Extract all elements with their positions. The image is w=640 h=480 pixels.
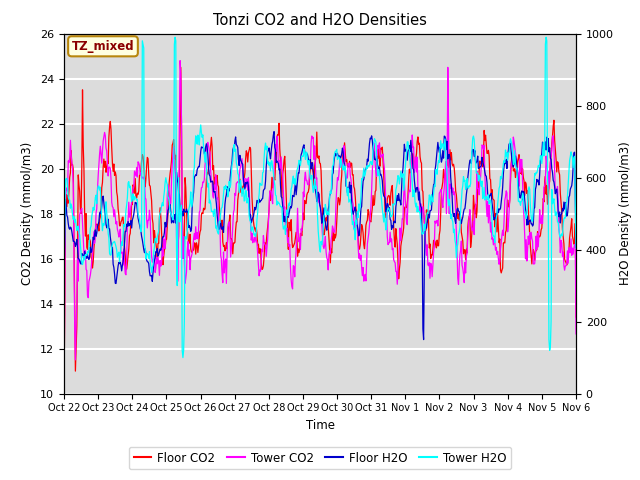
X-axis label: Time: Time	[305, 419, 335, 432]
Legend: Floor CO2, Tower CO2, Floor H2O, Tower H2O: Floor CO2, Tower CO2, Floor H2O, Tower H…	[129, 447, 511, 469]
Y-axis label: CO2 Density (mmol/m3): CO2 Density (mmol/m3)	[22, 142, 35, 285]
Y-axis label: H2O Density (mmol/m3): H2O Density (mmol/m3)	[620, 142, 632, 286]
Text: TZ_mixed: TZ_mixed	[72, 40, 134, 53]
Title: Tonzi CO2 and H2O Densities: Tonzi CO2 and H2O Densities	[213, 13, 427, 28]
